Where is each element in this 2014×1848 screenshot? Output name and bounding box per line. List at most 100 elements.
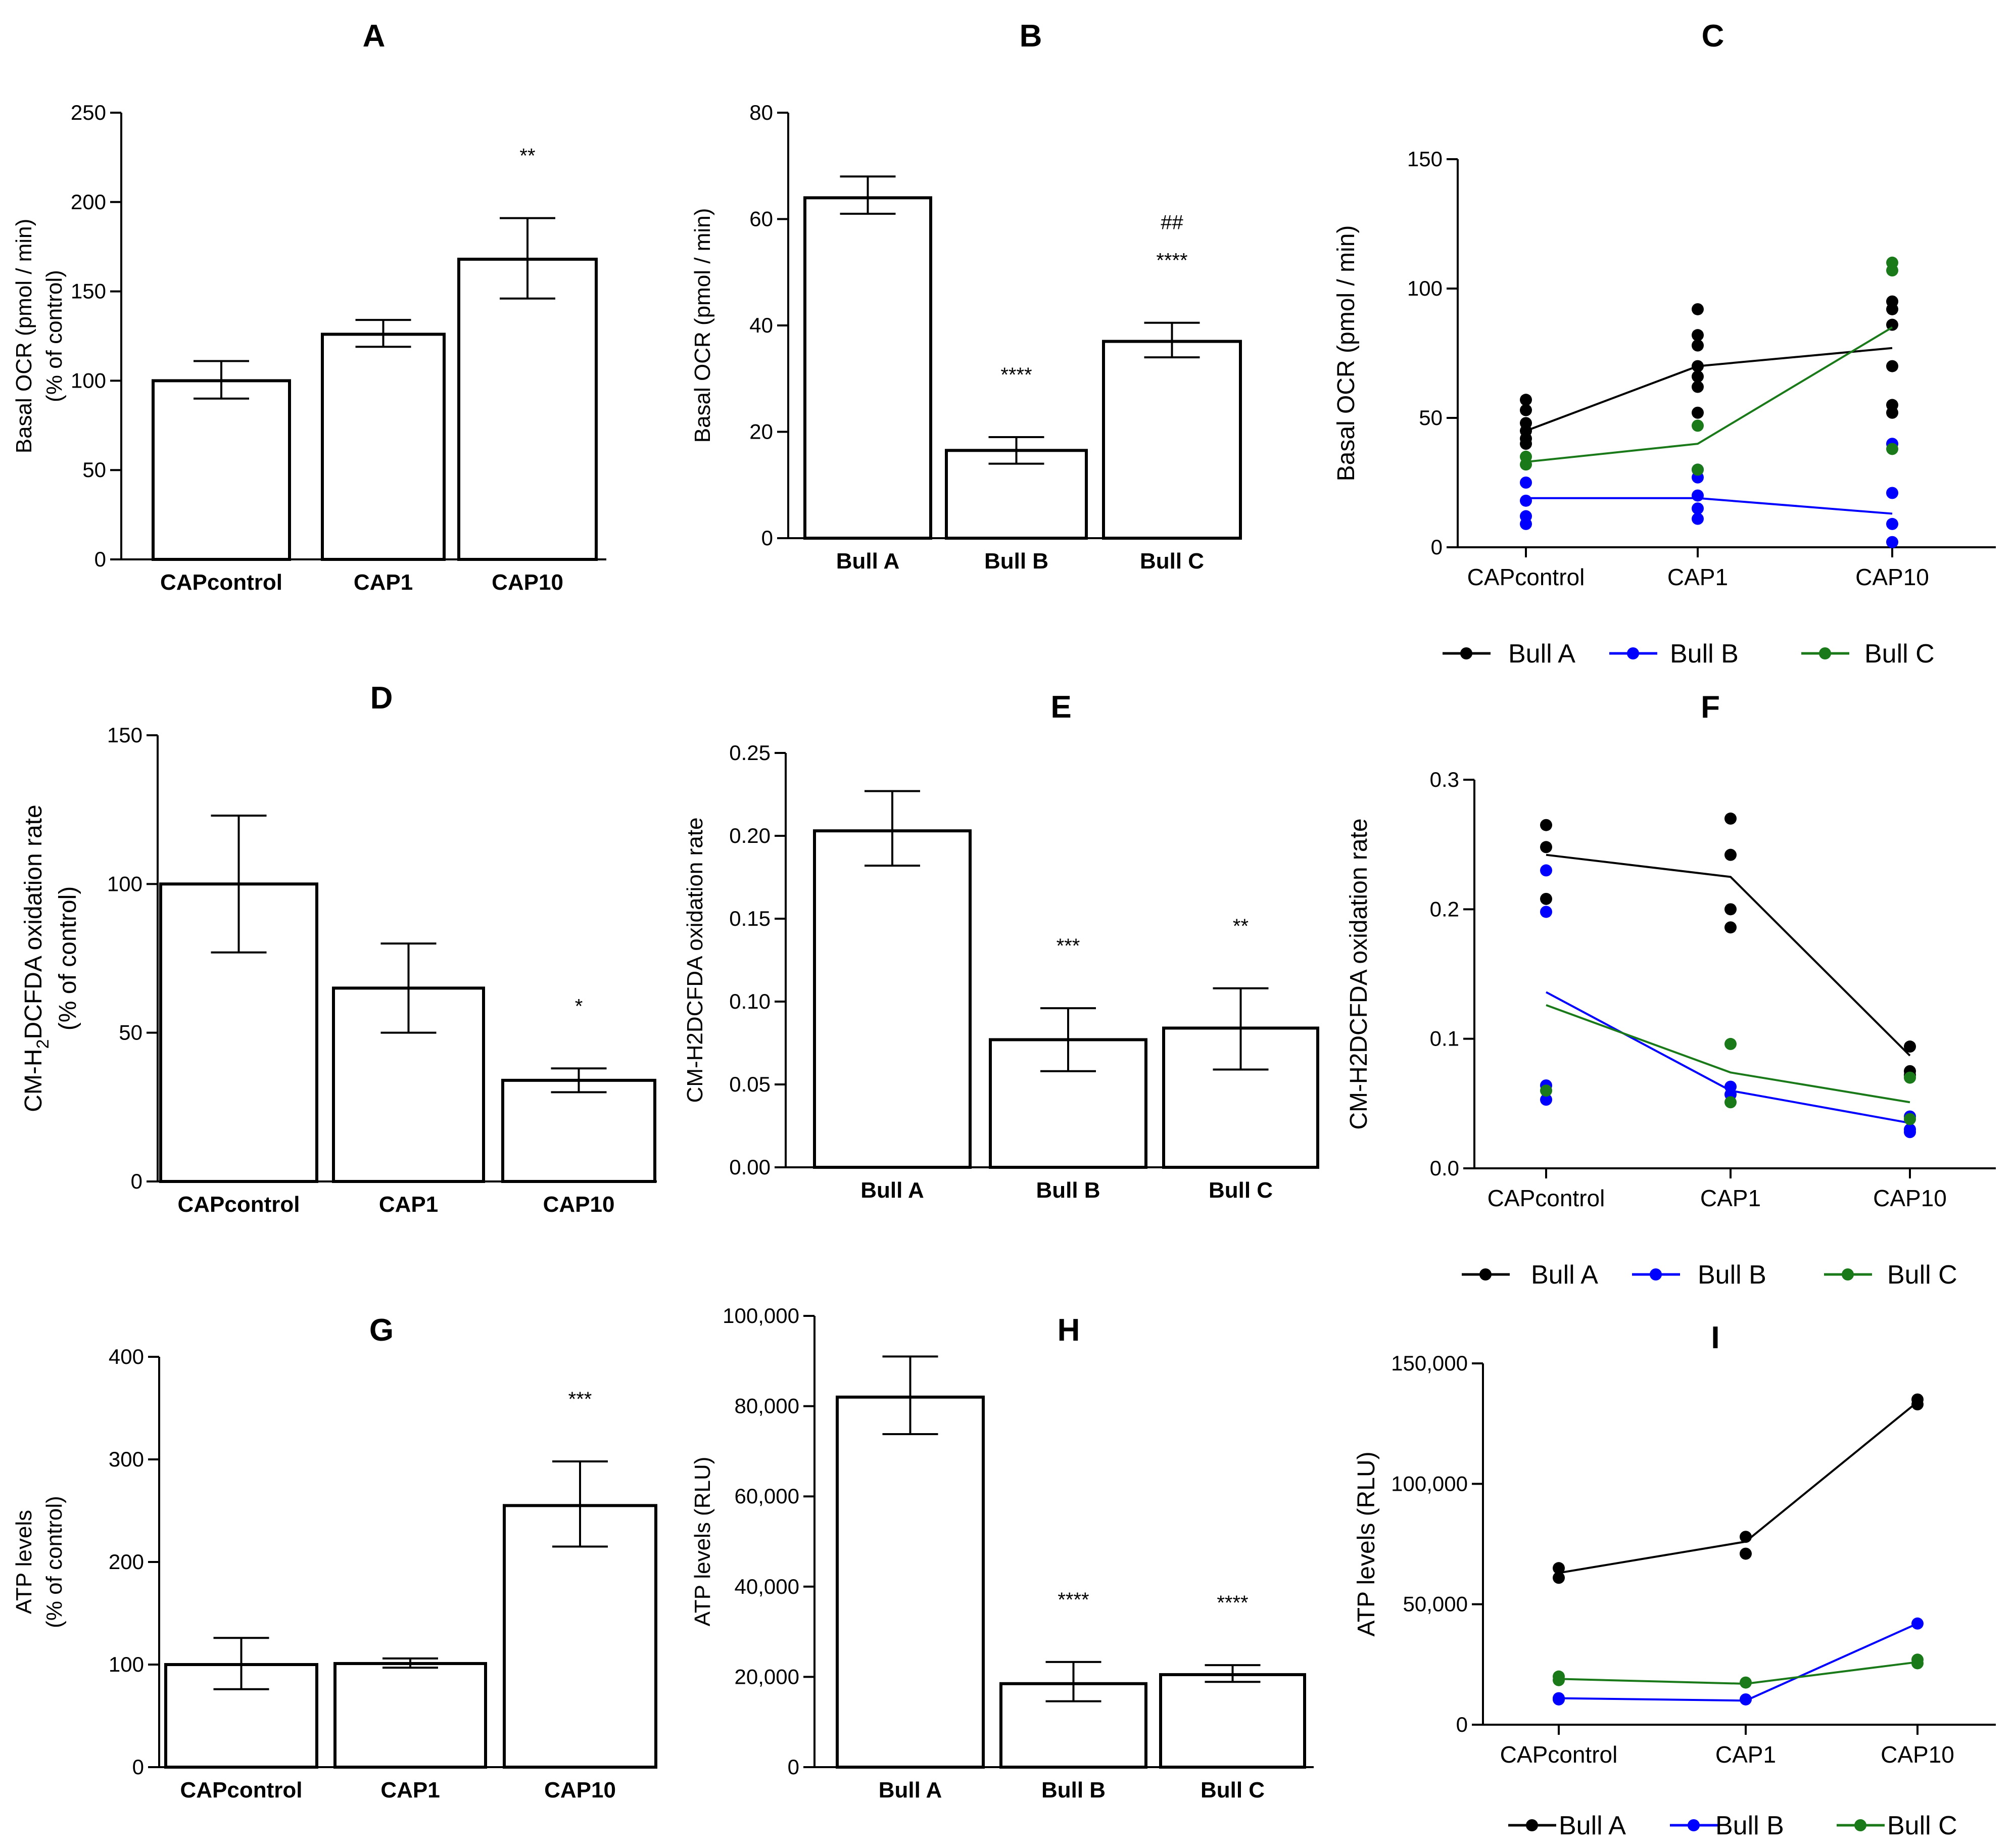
x-tick-label: CAP1 [380,1778,440,1803]
y-tick-label: 40,000 [735,1575,799,1598]
y-tick-label: 200 [71,190,106,214]
data-point [1724,903,1737,916]
panel-a: A 0 50 100 150 200 250 Basal OCR (pmol / min) (%… [12,19,606,595]
y-tick-label: 60 [749,207,773,231]
y-tick-label: 0 [131,1169,142,1193]
data-point [1692,489,1704,502]
y-tick-label: 0 [761,526,773,550]
data-point [1724,848,1737,861]
panel-title: E [1050,690,1071,725]
x-tick-label: CAP1 [1700,1185,1761,1211]
significance-label: **** [1156,250,1187,272]
x-tick-label: CAP10 [543,1192,615,1217]
y-tick-label: 0.20 [729,824,771,847]
legend-label: Bull C [1887,1260,1957,1290]
bar [1159,1673,1306,1769]
x-tick-label: Bull C [1201,1778,1265,1803]
x-tick-label: CAP10 [544,1778,616,1803]
data-point [1540,906,1552,918]
x-tick-label: CAP10 [492,570,563,595]
panel-h: H 0 20,000 40,000 60,000 80,000 100,000 ATP lev… [690,1304,1314,1803]
legend-label: Bull B [1715,1811,1784,1840]
y-tick-label: 0.1 [1430,1027,1459,1051]
legend-label: Bull B [1698,1260,1766,1290]
y-axis-title: Basal OCR (pmol / min) [690,208,715,443]
data-point [1911,1398,1924,1411]
series-line-bull-a [1546,854,1911,1057]
y-axis-title: CM-H2DCFDA oxidation rate [20,804,53,1112]
data-point [1886,487,1898,499]
data-point [1886,517,1898,530]
data-point [1886,264,1898,277]
panel-title: I [1711,1320,1719,1355]
y-axis-title: CM-H2DCFDA oxidation rate [1346,818,1372,1129]
series-line-bull-b [1558,1622,1918,1702]
y-axis-title-sub: 2 [33,1039,53,1049]
y-tick-label: 100 [1407,276,1443,300]
y-tick-label: 250 [71,101,106,124]
bar [333,1662,487,1769]
bar [803,196,932,540]
y-axis-title-part: CM-H [20,1049,47,1112]
y-axis-title-2: (% of control) [42,1496,67,1628]
panel-b: B 0 20 40 60 80 Basal OCR (pmol / min) Bull A Bu… [690,19,1242,574]
y-tick-label: 0.10 [729,989,771,1013]
data-point [1520,394,1532,406]
legend-label: Bull B [1670,639,1739,669]
legend-label: Bull A [1508,639,1575,669]
data-point [1724,1096,1737,1109]
x-tick-label: CAPcontrol [180,1778,303,1803]
x-tick-label: CAPcontrol [1488,1185,1605,1211]
legend-marker [1460,647,1472,659]
data-point [1724,921,1737,934]
data-point [1540,841,1552,854]
bar [152,379,291,561]
y-axis-title: ATP levels (RLU) [690,1457,715,1627]
y-tick-label: 100,000 [1391,1472,1468,1495]
y-axis-title: ATP levels [12,1510,36,1614]
panel-title: A [363,19,386,54]
panel-f: F 0.0 0.1 0.2 0.3 CM-H2DCFDA oxidation rate CA… [1346,690,1996,1290]
x-tick-label: CAP10 [1881,1741,1954,1768]
series-line-bull-b [1526,497,1893,515]
x-tick-label: CAP1 [1715,1741,1776,1768]
data-point [1692,419,1704,432]
y-tick-label: 200 [109,1550,144,1574]
bar [457,257,598,561]
data-point [1520,494,1532,507]
data-point [1904,1126,1916,1139]
data-point [1520,517,1532,530]
bar [1102,340,1242,540]
legend-label: Bull C [1887,1811,1957,1840]
panel-title: B [1020,19,1042,54]
data-point [1692,360,1704,372]
panel-title: F [1701,690,1720,725]
legend-marker [1854,1819,1866,1831]
y-tick-label: 0 [788,1755,799,1779]
y-axis-title: ATP levels (RLU) [1353,1451,1380,1636]
data-point [1553,1572,1565,1584]
data-point [1886,318,1898,331]
x-tick-label: CAPcontrol [160,570,282,595]
y-tick-label: 100 [71,368,106,392]
data-point [1520,438,1532,450]
x-tick-label: CAP1 [1667,564,1728,590]
data-point [1886,536,1898,548]
data-point [1540,1094,1552,1106]
significance-label: *** [568,1388,592,1410]
bar [945,449,1088,540]
panel-title: D [370,681,393,716]
series-line-bull-c [1546,1004,1910,1104]
y-axis-title: Basal OCR (pmol / min) [1333,225,1360,482]
data-point [1692,463,1704,476]
y-tick-label: 50,000 [1403,1592,1468,1616]
significance-label: **** [1058,1589,1089,1611]
data-point [1904,1040,1916,1053]
y-tick-label: 20 [749,420,773,444]
series-line-bull-a [1558,1401,1919,1574]
data-point [1553,1562,1565,1575]
data-point [1692,370,1704,383]
y-tick-label: 150 [1407,147,1443,171]
